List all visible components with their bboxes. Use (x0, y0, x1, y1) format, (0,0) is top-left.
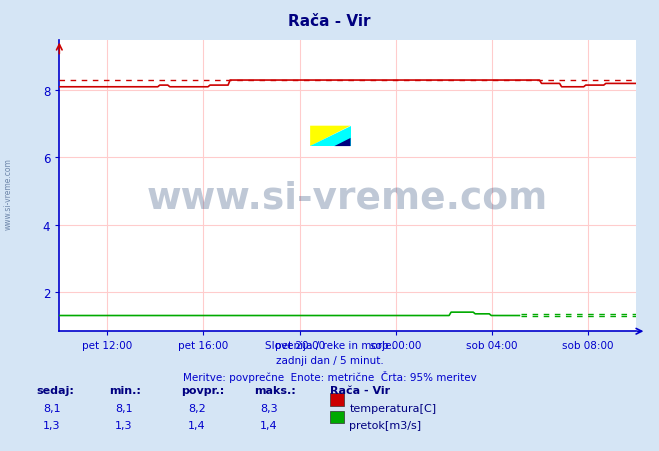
Text: 8,3: 8,3 (260, 403, 278, 413)
Text: 8,1: 8,1 (115, 403, 133, 413)
Text: 1,4: 1,4 (188, 420, 206, 430)
Text: 1,4: 1,4 (260, 420, 278, 430)
Text: 8,1: 8,1 (43, 403, 61, 413)
Text: Rača - Vir: Rača - Vir (288, 14, 371, 28)
Text: Meritve: povprečne  Enote: metrične  Črta: 95% meritev: Meritve: povprečne Enote: metrične Črta:… (183, 370, 476, 382)
Polygon shape (310, 126, 351, 147)
Text: povpr.:: povpr.: (181, 386, 225, 396)
Polygon shape (334, 138, 351, 147)
Text: 8,2: 8,2 (188, 403, 206, 413)
Text: temperatura[C]: temperatura[C] (349, 403, 436, 413)
Text: min.:: min.: (109, 386, 140, 396)
Text: www.si-vreme.com: www.si-vreme.com (3, 158, 13, 230)
Text: pretok[m3/s]: pretok[m3/s] (349, 420, 421, 430)
Text: sedaj:: sedaj: (36, 386, 74, 396)
Text: Rača - Vir: Rača - Vir (330, 386, 389, 396)
Text: 1,3: 1,3 (115, 420, 133, 430)
Text: zadnji dan / 5 minut.: zadnji dan / 5 minut. (275, 355, 384, 365)
Text: maks.:: maks.: (254, 386, 295, 396)
Text: Slovenija / reke in morje.: Slovenija / reke in morje. (264, 341, 395, 350)
Text: 1,3: 1,3 (43, 420, 61, 430)
Polygon shape (310, 126, 351, 147)
Text: www.si-vreme.com: www.si-vreme.com (147, 179, 548, 216)
